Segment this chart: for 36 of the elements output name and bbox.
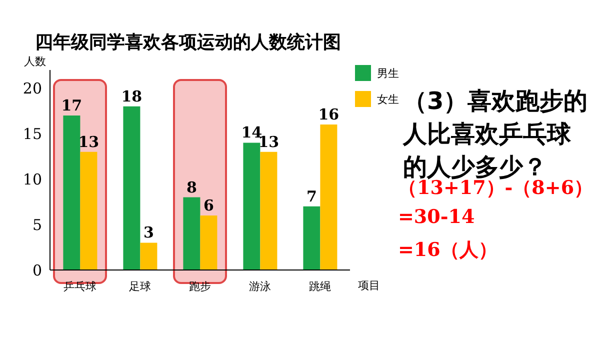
x-tick-label: 游泳: [249, 280, 271, 293]
y-tick-label: 10: [22, 170, 42, 188]
bar: [200, 215, 218, 270]
y-tick-label: 20: [22, 80, 42, 98]
data-label: 8: [186, 178, 197, 196]
legend-label: 男生: [377, 66, 399, 80]
y-tick-label: 15: [22, 124, 42, 143]
y-axis-title: 人数: [24, 54, 46, 69]
bar: [320, 124, 338, 270]
x-tick-label: 跳绳: [309, 280, 331, 293]
bar: [260, 152, 278, 270]
text: =30-14: [398, 206, 475, 228]
data-label: 3: [143, 224, 154, 242]
x-tick-label: 足球: [129, 280, 151, 293]
bar: [140, 242, 158, 270]
x-axis-title: 项目: [358, 278, 380, 293]
data-label: 17: [61, 96, 82, 114]
x-tick-label: 跑步: [189, 280, 211, 293]
data-label: 6: [203, 196, 214, 214]
bar: [183, 197, 200, 270]
data-label: 13: [78, 132, 100, 151]
bar: [303, 206, 320, 270]
x-tick-label: 乒乓球: [64, 280, 96, 293]
chart-title: 四年级同学喜欢各项运动的人数统计图: [35, 31, 341, 54]
text: =16（人）: [398, 238, 498, 263]
y-tick-label: 5: [32, 216, 42, 234]
bar: [123, 106, 140, 270]
y-tick-label: 0: [32, 261, 42, 280]
legend-label: 女生: [377, 92, 399, 106]
data-label: 7: [306, 187, 317, 206]
text: （3）喜欢跑步的人比喜欢乒乓球的人少多少？: [403, 86, 589, 181]
data-label: 18: [121, 87, 142, 106]
bar: [243, 142, 260, 270]
data-label: 16: [318, 106, 340, 124]
bar: [63, 115, 80, 270]
bar: [80, 152, 98, 270]
